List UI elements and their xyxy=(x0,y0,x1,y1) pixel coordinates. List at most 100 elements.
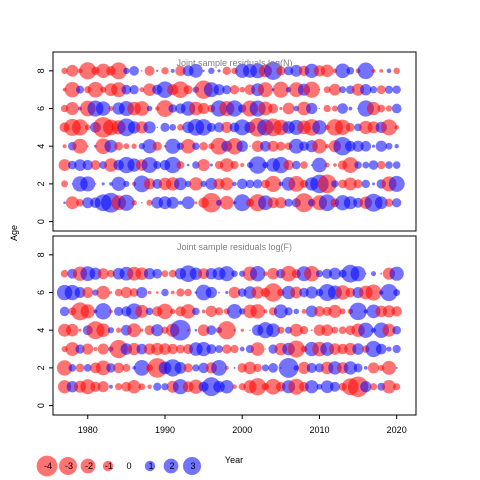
residual-bubble xyxy=(305,380,319,394)
residual-bubble xyxy=(174,361,187,374)
residual-bubble xyxy=(236,178,248,190)
residual-bubble xyxy=(277,326,285,334)
residual-bubble xyxy=(83,364,92,372)
residual-bubble xyxy=(198,268,210,280)
residual-bubble xyxy=(272,156,290,174)
residual-bubble xyxy=(377,160,386,170)
legend-label: -1 xyxy=(105,461,113,471)
residual-bubble xyxy=(249,378,267,396)
residual-bubble xyxy=(109,291,113,294)
residual-bubble xyxy=(96,285,111,300)
residual-bubble xyxy=(186,163,190,167)
residual-bubble xyxy=(101,182,105,186)
residual-bubble xyxy=(343,196,357,210)
residual-bubble xyxy=(395,366,398,369)
residual-bubble xyxy=(258,101,273,116)
residual-bubble xyxy=(288,378,305,395)
residual-bubble xyxy=(183,363,193,373)
x-tick-label: 2000 xyxy=(232,425,252,435)
residual-bubble xyxy=(310,329,313,332)
residual-bubble xyxy=(127,323,142,338)
residual-bubble xyxy=(371,144,376,148)
residual-bubble xyxy=(161,270,169,278)
residual-bubble xyxy=(180,138,196,154)
residual-bubble xyxy=(303,265,320,282)
residual-bubble xyxy=(228,286,241,299)
residual-bubble xyxy=(280,265,297,282)
residual-bubble xyxy=(360,140,372,152)
residual-bubble xyxy=(192,364,200,372)
residual-bubble xyxy=(129,66,139,76)
legend-label: -3 xyxy=(65,461,73,471)
residual-bubble xyxy=(75,344,85,354)
residual-bubble xyxy=(297,361,311,375)
residual-bubble xyxy=(90,160,101,170)
residual-bubble xyxy=(131,143,137,149)
residual-bubble xyxy=(329,381,340,392)
residual-bubble xyxy=(141,202,143,204)
residual-bubble xyxy=(111,176,126,192)
residual-bubble xyxy=(133,360,150,376)
residual-bubble xyxy=(192,142,200,150)
residual-bubble xyxy=(210,137,228,155)
residual-bubble xyxy=(141,157,158,174)
panel-log-n-y-axis: 0 2 4 6 8 xyxy=(36,68,53,224)
residual-bubble xyxy=(156,100,174,117)
residual-bubble xyxy=(221,121,233,133)
residual-bubble xyxy=(338,326,347,335)
residual-bubble xyxy=(276,66,286,76)
residual-bubble xyxy=(65,101,79,116)
residual-bubble xyxy=(300,161,308,169)
x-tick-label: 1990 xyxy=(155,425,175,435)
legend-label: -4 xyxy=(44,461,52,471)
residual-bubble xyxy=(104,139,118,153)
residual-bubble xyxy=(264,348,267,350)
residual-bubble xyxy=(211,360,227,376)
residual-bubble xyxy=(113,362,124,374)
residual-bubble xyxy=(155,291,159,294)
residual-bubble xyxy=(331,180,339,188)
x-tick-label: 2010 xyxy=(309,425,329,435)
residual-bubble xyxy=(188,63,203,78)
residual-bubble xyxy=(367,362,380,374)
residual-bubble xyxy=(384,85,394,94)
residual-bubble xyxy=(236,140,248,152)
residual-bubble xyxy=(166,196,179,209)
residual-bubble xyxy=(63,201,66,205)
residual-bubble xyxy=(68,364,77,372)
residual-bubble xyxy=(156,126,158,129)
y-tick-label: 2 xyxy=(36,181,46,186)
residual-bubble xyxy=(392,198,402,208)
residual-bubble xyxy=(115,383,123,391)
residual-bubble xyxy=(232,181,237,187)
residual-bubble xyxy=(272,81,289,98)
residual-bubble xyxy=(233,329,236,332)
residual-bubble xyxy=(123,180,130,188)
residual-bubble xyxy=(267,267,279,280)
residual-bubble xyxy=(129,85,139,95)
residual-bubble xyxy=(62,144,67,149)
residual-bubble xyxy=(177,124,184,131)
residual-bubble xyxy=(265,378,281,395)
residual-bubble xyxy=(183,85,193,95)
residual-bubble xyxy=(352,343,364,355)
residual-bubble xyxy=(303,81,320,98)
residual-bubble xyxy=(172,81,189,99)
residual-bubble xyxy=(167,343,178,355)
residual-bubble xyxy=(168,104,177,113)
residual-bubble xyxy=(245,179,255,189)
y-axis-label: Age xyxy=(9,225,19,241)
residual-bubble xyxy=(188,379,203,394)
residual-bubble xyxy=(196,341,211,357)
residual-bubble xyxy=(347,376,369,397)
residual-bubble xyxy=(169,124,177,131)
residual-bubble xyxy=(249,265,266,282)
residual-bubble xyxy=(227,304,242,319)
residual-bubble xyxy=(202,69,205,72)
residual-bubble xyxy=(208,67,215,75)
residual-bubble xyxy=(239,346,245,352)
residual-bubble xyxy=(80,176,96,192)
y-tick-label: 6 xyxy=(36,106,46,111)
residual-bubble xyxy=(329,83,341,96)
residual-bubble xyxy=(240,162,245,168)
